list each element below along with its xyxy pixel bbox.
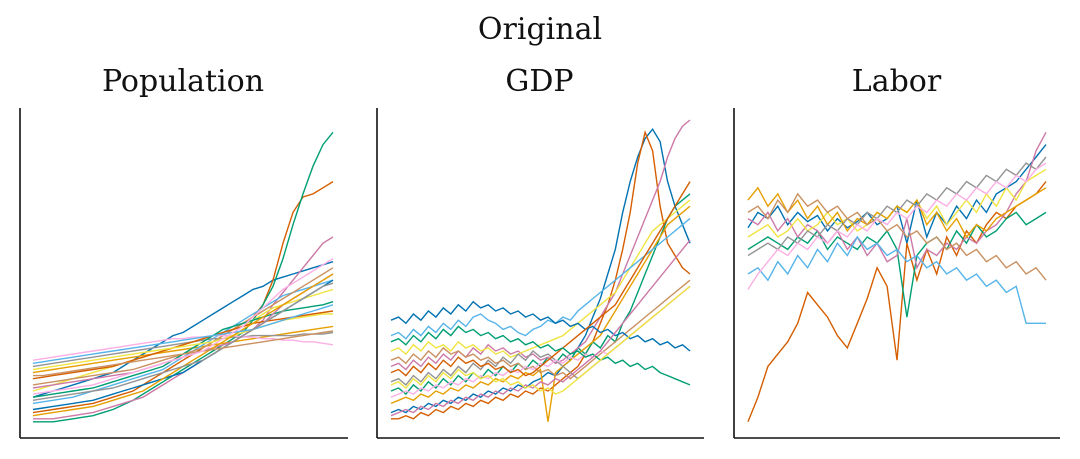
series-line xyxy=(390,239,691,417)
series-line xyxy=(391,130,691,420)
series-line xyxy=(32,279,334,405)
series-line xyxy=(32,261,334,398)
panel-title-labor: Labor xyxy=(851,64,942,99)
series-line xyxy=(32,181,334,414)
series-line xyxy=(32,282,334,401)
panel-population xyxy=(19,108,348,439)
series-line xyxy=(33,330,334,377)
panel-gdp xyxy=(376,108,704,439)
series-line xyxy=(390,199,691,359)
series-line xyxy=(390,205,691,422)
series-line xyxy=(390,285,691,395)
series-line xyxy=(32,334,334,361)
series-line xyxy=(32,310,334,380)
series-line xyxy=(747,162,1047,290)
panel-title-gdp: GDP xyxy=(505,64,574,99)
series-line xyxy=(390,300,691,352)
series-line xyxy=(390,218,691,340)
series-line xyxy=(32,313,333,371)
series-line xyxy=(32,258,334,395)
series-line xyxy=(747,181,1047,423)
figure-title: Original xyxy=(477,12,603,47)
panel-labor xyxy=(733,108,1060,439)
series-line xyxy=(33,131,334,423)
series-line xyxy=(747,192,1047,281)
series-line xyxy=(33,236,334,420)
series-line xyxy=(32,331,334,368)
series-line xyxy=(390,181,691,377)
series-line xyxy=(747,186,1047,239)
series-line xyxy=(32,304,334,364)
series-line xyxy=(390,279,691,380)
series-line xyxy=(390,325,691,386)
panel-title-population: Population xyxy=(101,64,265,99)
series-line xyxy=(32,325,334,374)
series-line xyxy=(390,119,691,371)
series-line xyxy=(747,131,1047,270)
series-line xyxy=(747,235,1046,324)
